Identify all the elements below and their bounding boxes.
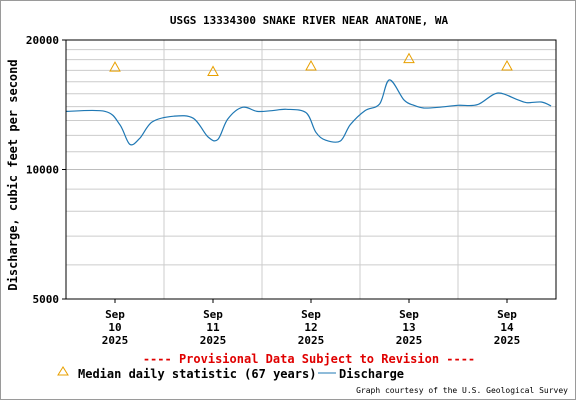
x-tick-label: 10 — [108, 321, 121, 334]
x-tick-label: Sep — [301, 308, 321, 321]
y-tick-label: 20000 — [26, 34, 59, 47]
x-tick-label: 12 — [304, 321, 317, 334]
x-tick-label: 2025 — [200, 334, 227, 347]
x-tick-label: 2025 — [102, 334, 129, 347]
legend-triangle-icon — [57, 366, 69, 376]
x-tick-label: Sep — [105, 308, 125, 321]
median-point-marker — [305, 59, 317, 71]
x-tick-label: 2025 — [298, 334, 325, 347]
x-tick-label: Sep — [203, 308, 223, 321]
legend-discharge-label: Discharge — [339, 367, 404, 381]
x-tick-label: Sep — [497, 308, 517, 321]
median-point-marker — [207, 65, 219, 76]
legend: Median daily statistic (67 years) Discha… — [57, 366, 404, 381]
grid-lines — [65, 39, 557, 300]
chart-title: USGS 13334300 SNAKE RIVER NEAR ANATONE, … — [170, 14, 449, 27]
legend-median-label: Median daily statistic (67 years) — [78, 367, 316, 381]
median-point-marker — [109, 61, 121, 72]
x-tick-label: 13 — [402, 321, 415, 334]
provisional-note: ---- Provisional Data Subject to Revisio… — [143, 352, 475, 366]
discharge-series-line — [65, 79, 552, 146]
x-tick-label: 2025 — [494, 334, 521, 347]
y-tick-label: 10000 — [26, 164, 59, 177]
x-tick-label: 14 — [500, 321, 514, 334]
x-tick-label: 11 — [206, 321, 220, 334]
median-point-marker — [403, 52, 415, 64]
y-axis-label: Discharge, cubic feet per second — [6, 59, 20, 290]
y-tick-label: 5000 — [33, 293, 60, 306]
tick-labels: 50001000020000Sep102025Sep112025Sep12202… — [26, 34, 520, 347]
x-tick-label: 2025 — [396, 334, 423, 347]
series-layer — [65, 52, 552, 146]
x-tick-label: Sep — [399, 308, 419, 321]
median-point-marker — [501, 59, 513, 71]
credit-text: Graph courtesy of the U.S. Geological Su… — [356, 386, 568, 395]
